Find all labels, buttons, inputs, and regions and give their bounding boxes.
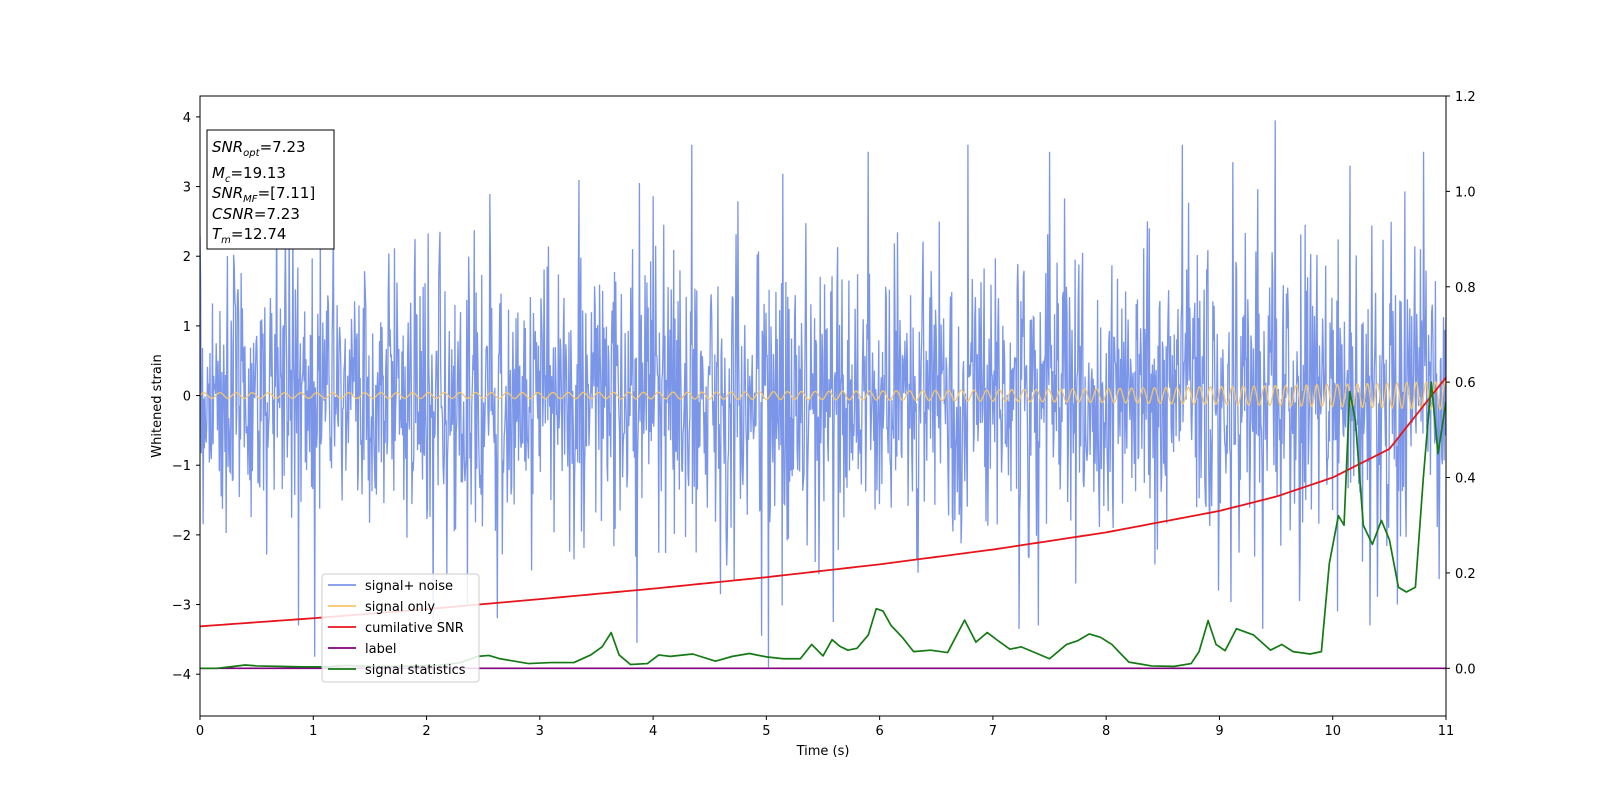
series-signal-only — [200, 380, 1446, 410]
annotation-frame — [206, 129, 335, 250]
y-axis-label: Whitened strain — [150, 354, 165, 457]
y-tick-label-right: 1.2 — [1455, 90, 1476, 105]
y-tick-label-right: 0.6 — [1455, 376, 1476, 391]
legend-label: signal only — [365, 600, 435, 615]
x-tick-label: 4 — [649, 724, 657, 739]
y-tick-label-left: 4 — [183, 111, 191, 126]
y-axis-right: 1.2 1.0 0.8 0.6 0.4 0.2 0.0 — [1446, 90, 1476, 677]
y-tick-label-left: −4 — [172, 668, 191, 683]
annotation-line: Mc=19.13 — [212, 164, 286, 185]
x-tick-label: 11 — [1438, 724, 1455, 739]
legend-label: cumilative SNR — [365, 621, 464, 636]
y-tick-label-left: 3 — [183, 181, 191, 196]
annotation-line: CSNR=7.23 — [212, 205, 300, 223]
x-tick-label: 7 — [989, 724, 997, 739]
y-tick-label-right: 0.0 — [1455, 662, 1476, 677]
y-tick-label-left: −1 — [172, 459, 191, 474]
legend-label: label — [365, 642, 396, 657]
y-tick-label-right: 0.2 — [1455, 567, 1476, 582]
plot-frame — [199, 95, 1447, 717]
legend-label: signal+ noise — [365, 579, 453, 594]
annotation-line: SNRMF=[7.11] — [212, 184, 315, 205]
y-tick-label-left: 1 — [183, 320, 191, 335]
y-axis-left: 4 3 2 1 0 −1 −2 −3 −4 — [172, 111, 200, 683]
x-tick-label: 0 — [196, 724, 204, 739]
legend: signal+ noise signal only cumilative SNR la… — [321, 573, 480, 683]
y-tick-label-left: 2 — [183, 250, 191, 265]
x-tick-label: 6 — [875, 724, 883, 739]
y-tick-label-right: 0.8 — [1455, 281, 1476, 296]
annotation-line: SNRopt=7.23 — [212, 138, 306, 159]
y-tick-label-left: −2 — [172, 529, 191, 544]
series-signal-noise — [200, 120, 1446, 668]
x-tick-label: 2 — [422, 724, 430, 739]
series-signal-statistics — [200, 381, 1446, 670]
legend-frame — [321, 573, 480, 683]
legend-label: signal statistics — [365, 663, 466, 678]
y-tick-label-right: 1.0 — [1455, 185, 1476, 200]
x-axis-label: Time (s) — [796, 744, 850, 759]
x-tick-label: 5 — [762, 724, 770, 739]
annotation-box: SNRopt=7.23 Mc=19.13SNRMF=[7.11]CSNR=7.23… — [206, 129, 335, 250]
y-tick-label-left: 0 — [183, 390, 191, 405]
y-tick-label-left: −3 — [172, 599, 191, 614]
x-tick-label: 1 — [309, 724, 317, 739]
x-tick-label: 8 — [1102, 724, 1110, 739]
x-axis: 0 1 2 3 4 5 6 7 8 9 10 11 — [196, 716, 1454, 739]
annotation-line: Tm=12.74 — [212, 225, 286, 246]
y-tick-label-right: 0.4 — [1455, 472, 1476, 487]
x-tick-label: 9 — [1215, 724, 1223, 739]
x-tick-label: 10 — [1324, 724, 1341, 739]
x-tick-label: 3 — [536, 724, 544, 739]
